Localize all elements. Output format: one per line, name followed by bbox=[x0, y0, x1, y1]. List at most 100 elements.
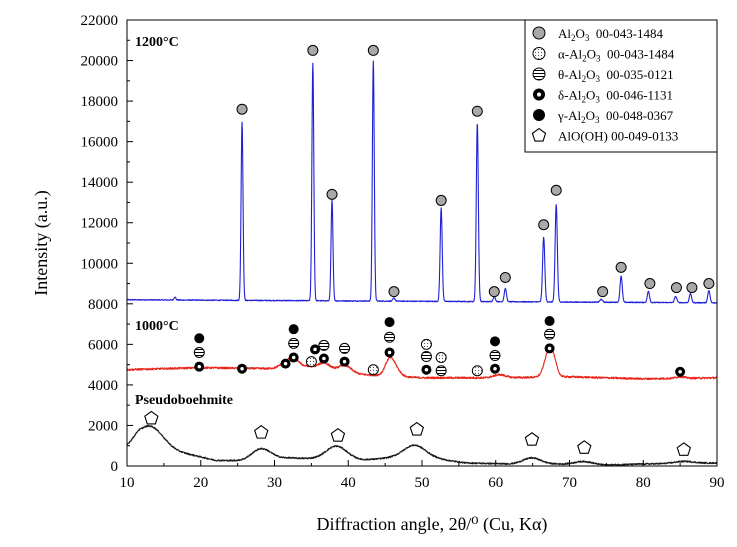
phase-marker-gray-circle bbox=[388, 286, 400, 298]
phase-marker-striped-circle bbox=[193, 346, 205, 358]
phase-marker-ring-circle bbox=[384, 347, 395, 358]
y-tick-label: 14000 bbox=[81, 175, 119, 191]
phase-marker-striped-circle bbox=[544, 328, 556, 340]
x-tick-label: 90 bbox=[710, 475, 725, 491]
phase-marker-gray-circle bbox=[488, 286, 500, 298]
plot-markers bbox=[144, 44, 715, 456]
x-tick-label: 40 bbox=[341, 475, 356, 491]
panel-label-1200: 1200°C bbox=[135, 35, 179, 50]
phase-marker-gray-circle bbox=[435, 194, 447, 206]
legend-symbol-black-circle bbox=[533, 109, 545, 121]
phase-marker-dotted-circle bbox=[435, 352, 447, 364]
phase-marker-striped-circle bbox=[384, 331, 396, 343]
phase-marker-black-circle bbox=[544, 316, 555, 327]
phase-marker-ring-circle bbox=[318, 353, 329, 364]
phase-marker-ring-circle bbox=[237, 363, 248, 374]
legend-label: Al2O3 00-043-1484 bbox=[558, 26, 664, 43]
phase-marker-striped-circle bbox=[339, 342, 351, 354]
phase-marker-pentagon bbox=[409, 421, 425, 436]
phase-marker-gray-circle bbox=[499, 271, 511, 283]
y-tick-label: 2000 bbox=[88, 418, 118, 434]
legend-label: θ-Al2O3 00-035-0121 bbox=[558, 67, 674, 84]
phase-marker-ring-circle bbox=[339, 356, 350, 367]
phase-marker-dotted-circle bbox=[420, 338, 432, 350]
phase-marker-dotted-circle bbox=[471, 365, 483, 377]
phase-marker-gray-circle bbox=[538, 219, 550, 231]
y-tick-label: 20000 bbox=[81, 54, 119, 70]
legend-symbol-dotted-circle bbox=[532, 47, 546, 60]
x-tick-label: 70 bbox=[562, 475, 577, 491]
series-line-2 bbox=[126, 424, 718, 467]
phase-marker-gray-circle bbox=[597, 286, 609, 298]
x-tick-label: 10 bbox=[120, 475, 135, 491]
phase-marker-gray-circle bbox=[703, 278, 715, 290]
x-tick-label: 30 bbox=[267, 475, 282, 491]
legend-symbol-striped-circle bbox=[532, 67, 546, 81]
x-tick-label: 20 bbox=[193, 475, 208, 491]
y-tick-label: 10000 bbox=[81, 256, 119, 272]
phase-marker-ring-circle bbox=[421, 364, 432, 375]
phase-marker-gray-circle bbox=[686, 282, 698, 294]
legend-entry: α-Al2O3 00-043-1484 bbox=[532, 47, 675, 64]
y-tick-label: 22000 bbox=[81, 13, 119, 29]
y-tick-label: 4000 bbox=[88, 378, 118, 394]
phase-marker-striped-circle bbox=[489, 350, 501, 362]
x-tick-label: 60 bbox=[488, 475, 503, 491]
y-tick-label: 18000 bbox=[81, 94, 119, 110]
legend-label: AlO(OH) 00-049-0133 bbox=[558, 129, 678, 144]
phase-marker-gray-circle bbox=[670, 282, 682, 294]
y-tick-label: 6000 bbox=[88, 337, 118, 353]
phase-marker-dotted-circle bbox=[305, 356, 317, 368]
phase-marker-ring-circle bbox=[194, 361, 205, 372]
phase-marker-striped-circle bbox=[318, 339, 330, 351]
phase-marker-black-circle bbox=[288, 324, 299, 335]
phase-marker-black-circle bbox=[490, 336, 501, 347]
phase-marker-ring-circle bbox=[675, 366, 686, 377]
phase-marker-dotted-circle bbox=[367, 364, 379, 376]
y-tick-label: 16000 bbox=[81, 135, 119, 151]
phase-marker-pentagon bbox=[144, 410, 159, 425]
x-tick-label: 50 bbox=[415, 475, 430, 491]
legend-label: δ-Al2O3 00-046-1131 bbox=[558, 88, 673, 105]
legend-box bbox=[524, 19, 718, 153]
phase-marker-pentagon bbox=[524, 432, 540, 446]
plot-lines bbox=[126, 60, 718, 467]
phase-marker-pentagon bbox=[330, 428, 346, 442]
phase-marker-gray-circle bbox=[326, 188, 338, 200]
phase-marker-pentagon bbox=[676, 442, 692, 456]
panel-label-1000: 1000°C bbox=[135, 319, 179, 334]
y-axis-title: Intensity (a.u.) bbox=[31, 190, 52, 295]
legend-symbol-ring-circle bbox=[533, 88, 545, 101]
phase-marker-pentagon bbox=[254, 424, 269, 439]
y-tick-label: 8000 bbox=[88, 297, 118, 313]
phase-marker-gray-circle bbox=[236, 103, 248, 115]
phase-marker-ring-circle bbox=[280, 358, 291, 369]
legend-label: α-Al2O3 00-043-1484 bbox=[558, 47, 675, 64]
legend-label: γ-Al2O3 00-048-0367 bbox=[557, 108, 674, 125]
phase-marker-gray-circle bbox=[367, 44, 379, 56]
phase-marker-striped-circle bbox=[288, 337, 300, 349]
legend-symbol-gray-circle bbox=[532, 26, 546, 40]
phase-marker-ring-circle bbox=[490, 363, 501, 374]
series-line-0 bbox=[126, 60, 718, 304]
phase-marker-ring-circle bbox=[544, 343, 555, 354]
phase-marker-black-circle bbox=[384, 317, 395, 328]
phase-marker-gray-circle bbox=[644, 278, 656, 290]
series-line-1 bbox=[126, 345, 718, 381]
y-tick-label: 12000 bbox=[81, 216, 119, 232]
legend: Al2O3 00-043-1484 α-Al2O3 00-043-1484 θ-Al… bbox=[524, 19, 718, 153]
legend-entry: γ-Al2O3 00-048-0367 bbox=[533, 108, 674, 125]
x-axis-title: Diffraction angle, 2θ/⁰ (Cu, Kα) bbox=[317, 514, 548, 535]
y-tick-label: 0 bbox=[111, 459, 119, 475]
legend-entry: AlO(OH) 00-049-0133 bbox=[531, 127, 678, 144]
phase-marker-ring-circle bbox=[310, 344, 321, 355]
phase-marker-ring-circle bbox=[288, 352, 299, 363]
legend-entry: δ-Al2O3 00-046-1131 bbox=[533, 88, 673, 105]
legend-symbol-pentagon bbox=[531, 127, 547, 142]
legend-entry: Al2O3 00-043-1484 bbox=[532, 26, 664, 43]
legend-entry: θ-Al2O3 00-035-0121 bbox=[532, 67, 674, 84]
phase-marker-gray-circle bbox=[615, 261, 627, 273]
phase-marker-gray-circle bbox=[307, 44, 319, 56]
phase-marker-pentagon bbox=[577, 440, 592, 454]
